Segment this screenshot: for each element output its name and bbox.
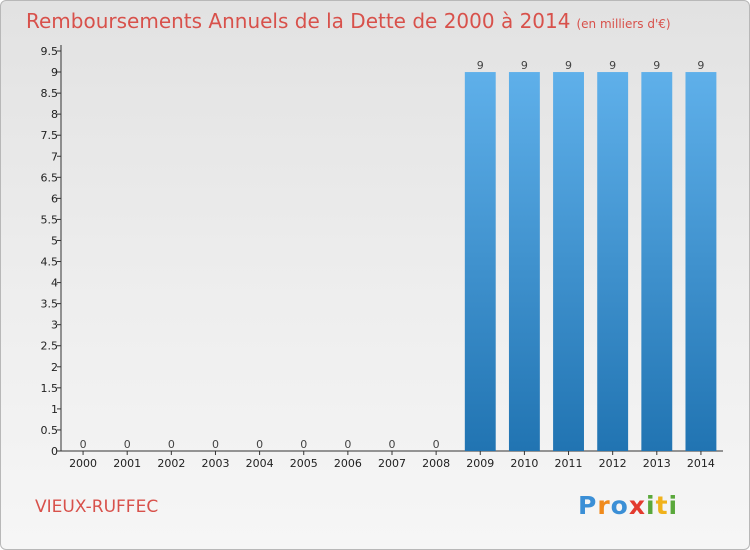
bar (464, 72, 496, 451)
y-tick-label: 8.5 (41, 87, 59, 100)
y-tick-label: 0 (51, 445, 58, 458)
bar (508, 72, 540, 451)
data-label: 0 (433, 438, 440, 451)
x-tick-label: 2008 (422, 457, 450, 470)
y-tick-label: 4.5 (41, 256, 59, 269)
data-label: 9 (697, 59, 704, 72)
x-tick-label: 2007 (378, 457, 406, 470)
y-tick-label: 8 (51, 108, 58, 121)
y-tick-label: 5.5 (41, 213, 59, 226)
data-label: 9 (521, 59, 528, 72)
y-tick-label: 2 (51, 361, 58, 374)
bar (685, 72, 717, 451)
x-tick-label: 2000 (69, 457, 97, 470)
x-tick-label: 2009 (466, 457, 494, 470)
logo-letter: o (610, 491, 629, 520)
logo-letter: r (597, 491, 611, 520)
y-tick-label: 2.5 (41, 340, 59, 353)
logo-letter: i (646, 491, 656, 520)
x-tick-label: 2011 (555, 457, 583, 470)
y-tick-label: 1 (51, 403, 58, 416)
bar (641, 72, 673, 451)
logo-letter: x (628, 491, 646, 520)
chart-title: Remboursements Annuels de la Dette de 20… (26, 9, 671, 33)
x-tick-label: 2001 (113, 457, 141, 470)
y-tick-label: 4 (51, 277, 58, 290)
y-tick-label: 3.5 (41, 298, 59, 311)
data-label: 9 (565, 59, 572, 72)
y-tick-label: 6.5 (41, 171, 59, 184)
town-name: VIEUX-RUFFEC (35, 497, 159, 517)
y-tick-label: 3 (51, 319, 58, 332)
x-tick-label: 2006 (334, 457, 362, 470)
y-tick-label: 0.5 (41, 424, 59, 437)
data-label: 0 (256, 438, 263, 451)
data-label: 0 (124, 438, 131, 451)
chart-title-text: Remboursements Annuels de la Dette de 20… (26, 9, 571, 33)
logo-letter: t (655, 491, 669, 520)
data-label: 0 (168, 438, 175, 451)
bar (553, 72, 584, 451)
y-tick-label: 7.5 (41, 129, 59, 142)
x-tick-label: 2003 (201, 457, 229, 470)
x-tick-label: 2002 (157, 457, 185, 470)
data-label: 0 (80, 438, 87, 451)
data-label: 9 (609, 59, 616, 72)
x-tick-label: 2014 (687, 457, 715, 470)
y-tick-label: 9 (51, 66, 58, 79)
x-tick-label: 2012 (599, 457, 627, 470)
proxiti-logo: Proxiti (578, 491, 678, 520)
data-label: 0 (344, 438, 351, 451)
bar (597, 72, 629, 451)
data-label: 9 (477, 59, 484, 72)
x-tick-label: 2013 (643, 457, 671, 470)
data-label: 9 (653, 59, 660, 72)
data-label: 0 (389, 438, 396, 451)
x-tick-label: 2004 (246, 457, 274, 470)
y-tick-label: 7 (51, 150, 58, 163)
chart-subtitle: (en milliers d'€) (576, 17, 671, 31)
logo-letter: i (668, 491, 679, 520)
y-tick-label: 1.5 (41, 382, 59, 395)
data-label: 0 (300, 438, 307, 451)
y-tick-label: 5 (51, 234, 58, 247)
data-label: 0 (212, 438, 219, 451)
y-tick-label: 9.5 (41, 45, 59, 58)
x-tick-label: 2005 (290, 457, 318, 470)
logo-letter: P (578, 491, 598, 520)
x-tick-label: 2010 (510, 457, 538, 470)
y-tick-label: 6 (51, 192, 58, 205)
